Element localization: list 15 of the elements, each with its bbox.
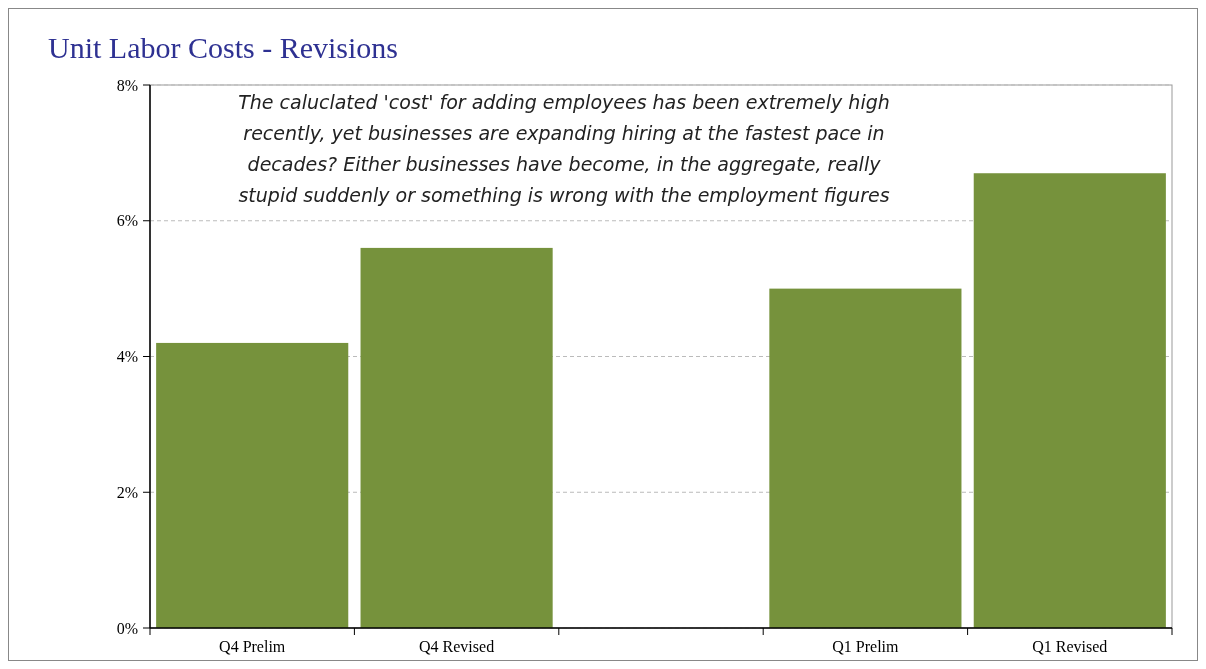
annotation: The caluclated 'cost' for adding employees has been extremely high recently, yet businesses are expanding hiring at the fastest pace in decades? Either businesses have become, in the aggregate, really stupid suddenly or something is wrong with the employment figures (238, 91, 890, 206)
bar (156, 342, 349, 628)
chart-title: Unit Labor Costs - Revisions (48, 31, 398, 64)
y-tick-label: 8% (116, 76, 138, 94)
bar (973, 173, 1166, 628)
x-tick-label: Q1 Revised (1032, 638, 1108, 655)
y-tick-label: 0% (116, 619, 138, 637)
y-tick-label: 2% (116, 483, 138, 501)
bar (769, 288, 962, 628)
bar (360, 247, 553, 628)
x-tick-label: Q4 Prelim (219, 638, 286, 655)
x-tick-label: Q1 Prelim (832, 638, 900, 655)
x-tick-label: Q4 Revised (419, 638, 495, 655)
y-tick-label: 4% (116, 348, 138, 366)
y-tick-label: 6% (116, 212, 138, 230)
